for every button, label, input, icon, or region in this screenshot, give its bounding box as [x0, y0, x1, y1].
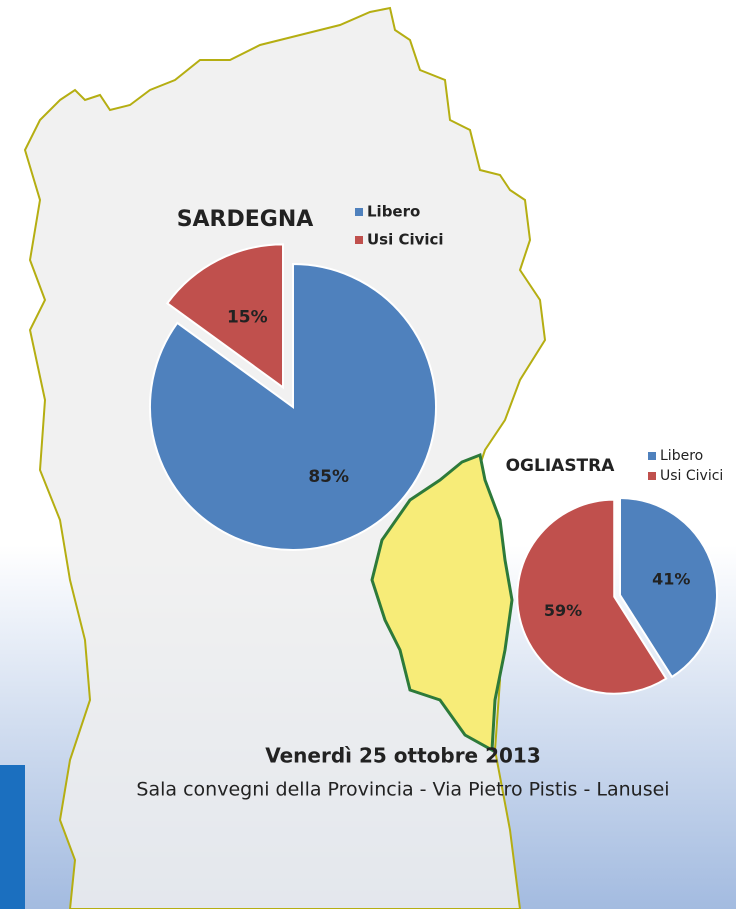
legend-swatch	[355, 236, 363, 244]
pie-slice	[165, 243, 285, 390]
legend-label: Libero	[367, 203, 420, 221]
pie-slice	[619, 496, 718, 679]
slice-label: 85%	[308, 467, 349, 487]
legend-label: Libero	[660, 448, 703, 464]
slice-label: 41%	[652, 570, 690, 589]
event-date: Venerdì 25 ottobre 2013	[265, 744, 541, 768]
pie-slice	[516, 498, 668, 695]
ogliastra-map	[370, 452, 514, 753]
legend-swatch	[355, 208, 363, 216]
legend-swatch	[648, 472, 656, 480]
legend-label: Usi Civici	[367, 231, 444, 249]
legend-swatch	[648, 452, 656, 460]
slice-label: 59%	[544, 601, 582, 620]
chart-title: OGLIASTRA	[506, 456, 616, 476]
legend-label: Usi Civici	[660, 468, 723, 484]
chart-title: SARDEGNA	[177, 207, 314, 232]
pie-slice	[149, 262, 437, 551]
event-venue: Sala convegni della Provincia - Via Piet…	[136, 779, 669, 801]
slice-label: 15%	[227, 307, 268, 327]
side-band	[0, 765, 25, 909]
